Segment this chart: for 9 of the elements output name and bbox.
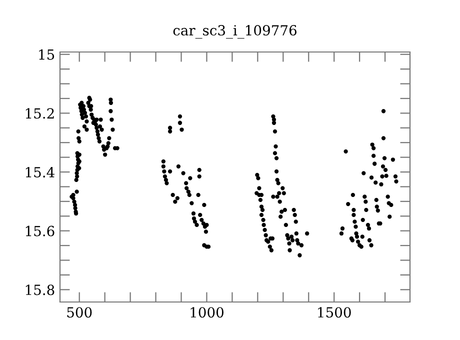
y-tick-label: 15.8 [26,284,54,296]
x-tick-label: 1500 [318,307,351,318]
chart-title: car_sc3_i_109776 [173,25,296,39]
y-tick-label: 15.2 [26,108,54,119]
x-tick-label: 1000 [190,307,224,318]
y-tick-label: 15.4 [26,166,54,178]
x-tick-label: 500 [67,307,92,318]
y-tick-label: 15.6 [26,226,54,236]
y-tick-label: 15 [39,49,54,60]
